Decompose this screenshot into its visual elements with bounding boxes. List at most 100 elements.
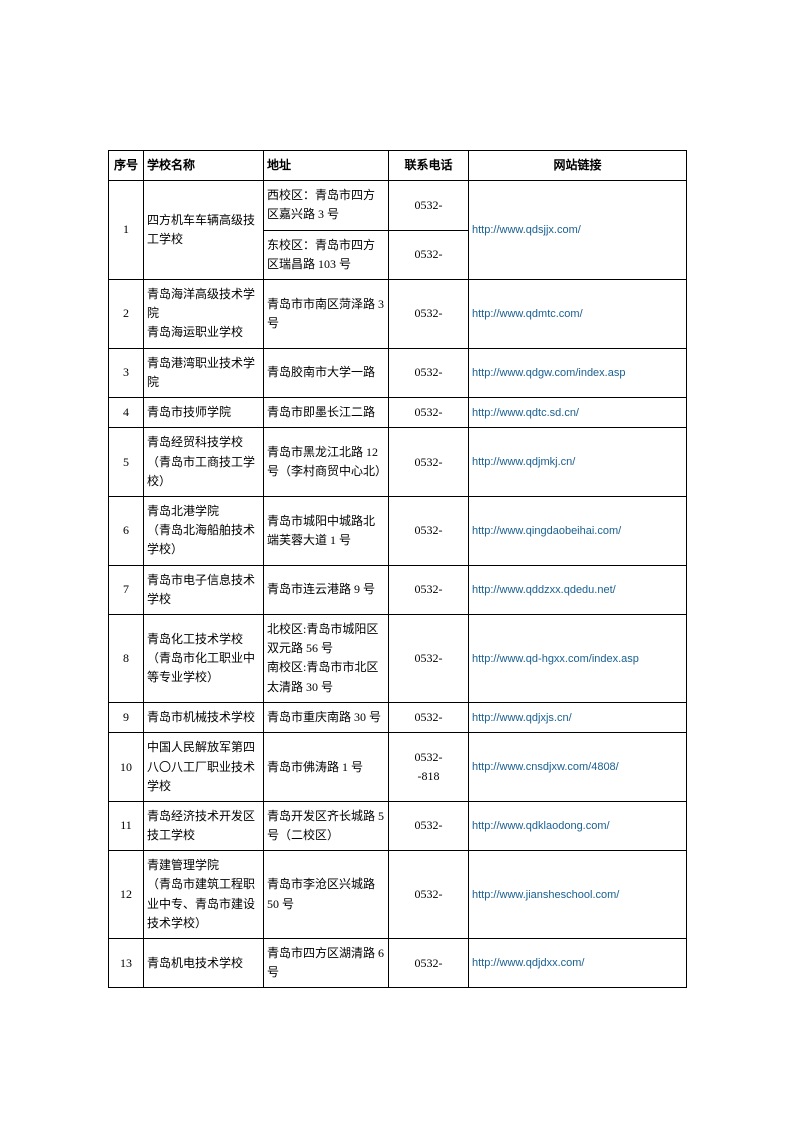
addr-cell: 青岛市市南区菏泽路 3号 xyxy=(264,279,389,348)
name-cell: 青岛化工技术学校（青岛市化工职业中等专业学校） xyxy=(144,614,264,702)
table-row: 1四方机车车辆高级技工学校西校区：青岛市四方区嘉兴路 3 号0532-http:… xyxy=(109,181,687,230)
addr-cell: 青岛市佛涛路 1 号 xyxy=(264,733,389,802)
url-cell: http://www.qdklaodong.com/ xyxy=(469,801,687,850)
website-link[interactable]: http://www.cnsdjxw.com/4808/ xyxy=(472,761,619,773)
seq-cell: 5 xyxy=(109,428,144,497)
seq-cell: 10 xyxy=(109,733,144,802)
seq-cell: 11 xyxy=(109,801,144,850)
url-cell: http://www.qingdaobeihai.com/ xyxy=(469,497,687,566)
header-url: 网站链接 xyxy=(469,151,687,181)
url-cell: http://www.jiansheschool.com/ xyxy=(469,851,687,939)
website-link[interactable]: http://www.qdjxjs.cn/ xyxy=(472,712,572,724)
url-cell: http://www.qddzxx.qdedu.net/ xyxy=(469,565,687,614)
name-cell: 青岛经贸科技学校（青岛市工商技工学校） xyxy=(144,428,264,497)
website-link[interactable]: http://www.qdmtc.com/ xyxy=(472,308,583,320)
seq-cell: 13 xyxy=(109,939,144,988)
addr-cell: 青岛市四方区湖清路 6号 xyxy=(264,939,389,988)
table-row: 7青岛市电子信息技术学校青岛市连云港路 9 号0532-http://www.q… xyxy=(109,565,687,614)
name-cell: 中国人民解放军第四八〇八工厂职业技术学校 xyxy=(144,733,264,802)
header-name: 学校名称 xyxy=(144,151,264,181)
phone-cell: 0532- xyxy=(389,279,469,348)
addr-cell: 青岛市重庆南路 30 号 xyxy=(264,702,389,733)
addr-cell: 青岛市黑龙江北路 12号（李村商贸中心北） xyxy=(264,428,389,497)
phone-cell: 0532- xyxy=(389,702,469,733)
header-addr: 地址 xyxy=(264,151,389,181)
name-cell: 青岛市技师学院 xyxy=(144,397,264,428)
phone-cell: 0532- xyxy=(389,497,469,566)
phone-cell: 0532- xyxy=(389,801,469,850)
url-cell: http://www.qdjdxx.com/ xyxy=(469,939,687,988)
seq-cell: 7 xyxy=(109,565,144,614)
addr-cell: 青岛市即墨长江二路 xyxy=(264,397,389,428)
schools-table: 序号 学校名称 地址 联系电话 网站链接 1四方机车车辆高级技工学校西校区：青岛… xyxy=(108,150,687,988)
phone-cell: 0532- xyxy=(389,428,469,497)
phone-cell: 0532- xyxy=(389,565,469,614)
seq-cell: 2 xyxy=(109,279,144,348)
website-link[interactable]: http://www.qdgw.com/index.asp xyxy=(472,367,625,379)
table-header-row: 序号 学校名称 地址 联系电话 网站链接 xyxy=(109,151,687,181)
addr-cell: 东校区：青岛市四方区瑞昌路 103 号 xyxy=(264,230,389,279)
phone-cell: 0532- xyxy=(389,230,469,279)
seq-cell: 3 xyxy=(109,348,144,397)
website-link[interactable]: http://www.qdjdxx.com/ xyxy=(472,957,585,969)
name-cell: 青建管理学院（青岛市建筑工程职业中专、青岛市建设技术学校） xyxy=(144,851,264,939)
url-cell: http://www.qdmtc.com/ xyxy=(469,279,687,348)
phone-cell: 0532--818 xyxy=(389,733,469,802)
phone-cell: 0532- xyxy=(389,181,469,230)
table-row: 9青岛市机械技术学校青岛市重庆南路 30 号0532-http://www.qd… xyxy=(109,702,687,733)
url-cell: http://www.qdjxjs.cn/ xyxy=(469,702,687,733)
table-row: 2青岛海洋高级技术学院青岛海运职业学校青岛市市南区菏泽路 3号0532-http… xyxy=(109,279,687,348)
website-link[interactable]: http://www.qdklaodong.com/ xyxy=(472,820,610,832)
name-cell: 青岛经济技术开发区技工学校 xyxy=(144,801,264,850)
phone-cell: 0532- xyxy=(389,939,469,988)
table-row: 5青岛经贸科技学校（青岛市工商技工学校）青岛市黑龙江北路 12号（李村商贸中心北… xyxy=(109,428,687,497)
website-link[interactable]: http://www.qd-hgxx.com/index.asp xyxy=(472,653,639,665)
table-row: 4青岛市技师学院青岛市即墨长江二路0532-http://www.qdtc.sd… xyxy=(109,397,687,428)
phone-cell: 0532- xyxy=(389,614,469,702)
phone-cell: 0532- xyxy=(389,851,469,939)
website-link[interactable]: http://www.qingdaobeihai.com/ xyxy=(472,525,621,537)
website-link[interactable]: http://www.qdsjjx.com/ xyxy=(472,224,581,236)
table-row: 6青岛北港学院（青岛北海船舶技术学校）青岛市城阳中城路北端芙蓉大道 1 号053… xyxy=(109,497,687,566)
phone-cell: 0532- xyxy=(389,397,469,428)
table-row: 11青岛经济技术开发区技工学校青岛开发区齐长城路 5号（二校区）0532-htt… xyxy=(109,801,687,850)
addr-cell: 青岛市连云港路 9 号 xyxy=(264,565,389,614)
url-cell: http://www.cnsdjxw.com/4808/ xyxy=(469,733,687,802)
url-cell: http://www.qd-hgxx.com/index.asp xyxy=(469,614,687,702)
url-cell: http://www.qdtc.sd.cn/ xyxy=(469,397,687,428)
header-phone: 联系电话 xyxy=(389,151,469,181)
seq-cell: 12 xyxy=(109,851,144,939)
seq-cell: 9 xyxy=(109,702,144,733)
name-cell: 青岛北港学院（青岛北海船舶技术学校） xyxy=(144,497,264,566)
addr-cell: 青岛开发区齐长城路 5号（二校区） xyxy=(264,801,389,850)
name-cell: 四方机车车辆高级技工学校 xyxy=(144,181,264,280)
table-row: 3青岛港湾职业技术学院青岛胶南市大学一路0532-http://www.qdgw… xyxy=(109,348,687,397)
name-cell: 青岛海洋高级技术学院青岛海运职业学校 xyxy=(144,279,264,348)
addr-cell: 青岛胶南市大学一路 xyxy=(264,348,389,397)
seq-cell: 6 xyxy=(109,497,144,566)
name-cell: 青岛机电技术学校 xyxy=(144,939,264,988)
website-link[interactable]: http://www.qddzxx.qdedu.net/ xyxy=(472,584,616,596)
website-link[interactable]: http://www.qdjmkj.cn/ xyxy=(472,456,575,468)
seq-cell: 4 xyxy=(109,397,144,428)
table-row: 8青岛化工技术学校（青岛市化工职业中等专业学校）北校区:青岛市城阳区双元路 56… xyxy=(109,614,687,702)
addr-cell: 青岛市李沧区兴城路50 号 xyxy=(264,851,389,939)
header-seq: 序号 xyxy=(109,151,144,181)
url-cell: http://www.qdjmkj.cn/ xyxy=(469,428,687,497)
name-cell: 青岛市电子信息技术学校 xyxy=(144,565,264,614)
table-row: 10中国人民解放军第四八〇八工厂职业技术学校青岛市佛涛路 1 号0532--81… xyxy=(109,733,687,802)
table-row: 13青岛机电技术学校青岛市四方区湖清路 6号0532-http://www.qd… xyxy=(109,939,687,988)
seq-cell: 1 xyxy=(109,181,144,280)
name-cell: 青岛港湾职业技术学院 xyxy=(144,348,264,397)
website-link[interactable]: http://www.jiansheschool.com/ xyxy=(472,889,619,901)
table-row: 12青建管理学院（青岛市建筑工程职业中专、青岛市建设技术学校）青岛市李沧区兴城路… xyxy=(109,851,687,939)
url-cell: http://www.qdgw.com/index.asp xyxy=(469,348,687,397)
addr-cell: 西校区：青岛市四方区嘉兴路 3 号 xyxy=(264,181,389,230)
addr-cell: 北校区:青岛市城阳区双元路 56 号南校区:青岛市市北区太清路 30 号 xyxy=(264,614,389,702)
url-cell: http://www.qdsjjx.com/ xyxy=(469,181,687,280)
name-cell: 青岛市机械技术学校 xyxy=(144,702,264,733)
phone-cell: 0532- xyxy=(389,348,469,397)
seq-cell: 8 xyxy=(109,614,144,702)
website-link[interactable]: http://www.qdtc.sd.cn/ xyxy=(472,407,579,419)
addr-cell: 青岛市城阳中城路北端芙蓉大道 1 号 xyxy=(264,497,389,566)
